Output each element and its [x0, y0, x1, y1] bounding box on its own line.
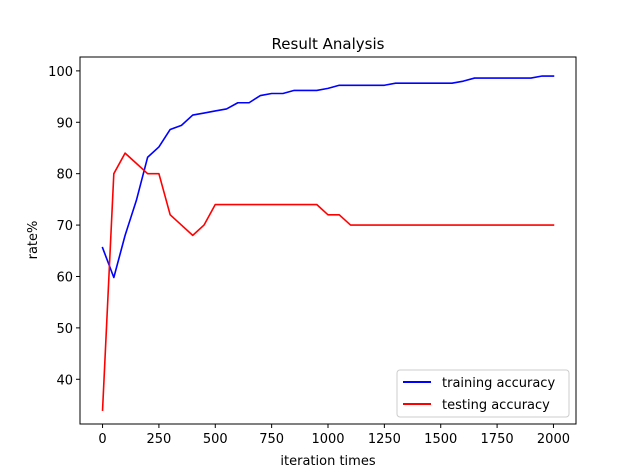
chart-title: Result Analysis [272, 35, 385, 53]
y-tick-label: 80 [56, 168, 73, 183]
x-tick-label: 1500 [424, 432, 457, 447]
plot-frame [79, 56, 577, 425]
x-tick-label: 500 [203, 432, 228, 447]
y-tick-label: 50 [56, 322, 73, 337]
y-tick-label: 90 [56, 116, 73, 131]
legend: training accuracy testing accuracy [396, 369, 570, 418]
x-tick-label: 1250 [368, 432, 401, 447]
x-tick-label: 1000 [311, 432, 344, 447]
y-axis-label: rate% [26, 221, 41, 260]
legend-label-testing: testing accuracy [442, 398, 550, 413]
y-tick-label: 60 [56, 270, 73, 285]
x-tick-label: 1750 [481, 432, 514, 447]
y-tick-label: 40 [56, 373, 73, 388]
legend-box [396, 369, 570, 418]
x-axis-label: iteration times [280, 454, 375, 469]
legend-label-training: training accuracy [442, 376, 555, 391]
x-axis: 0 250 500 750 1000 1250 1500 1750 2000 [98, 424, 570, 447]
y-tick-label: 100 [48, 65, 73, 80]
plot-lines [101, 75, 555, 411]
series-line-testing-accuracy [101, 152, 555, 411]
x-tick-label: 250 [146, 432, 171, 447]
x-tick-label: 750 [259, 432, 284, 447]
x-tick-label: 2000 [537, 432, 570, 447]
y-tick-label: 70 [56, 219, 73, 234]
x-tick-label: 0 [98, 432, 106, 447]
y-axis: 40 50 60 70 80 90 100 [48, 65, 80, 388]
series-line-training-accuracy [101, 75, 555, 279]
